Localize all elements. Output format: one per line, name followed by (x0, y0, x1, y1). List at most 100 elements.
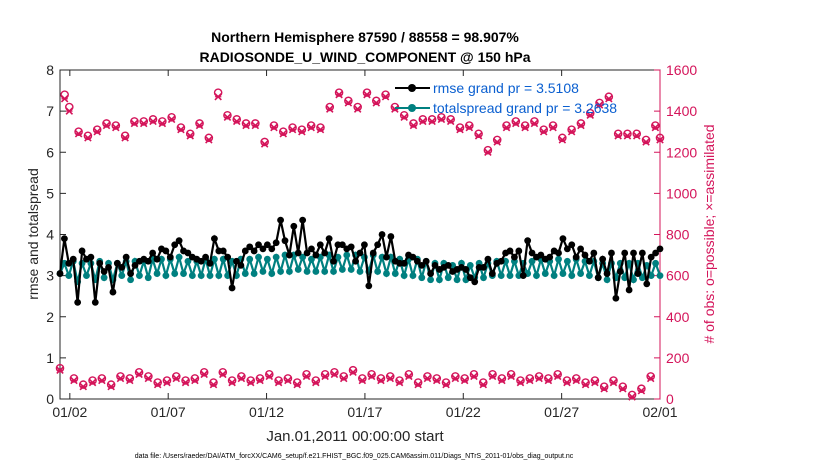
obs-assimilated-point (474, 132, 483, 140)
obs-assimilated-point (70, 376, 78, 385)
totalspread-point (118, 272, 126, 280)
obs-assimilated-point (460, 376, 469, 385)
obs-possible-point (106, 380, 116, 389)
rmse-point (466, 274, 474, 282)
rmse-point (281, 237, 289, 245)
rmse-point (462, 266, 470, 273)
rmse-point (206, 259, 214, 267)
x-tick-label: 01/22 (446, 404, 481, 420)
rmse-point (638, 249, 646, 257)
obs-possible-point (432, 374, 442, 383)
rmse-point (400, 259, 408, 267)
obs-possible-point (344, 96, 353, 106)
rmse-point (546, 253, 554, 261)
obs-possible-point (409, 119, 418, 128)
totalspread-point (294, 266, 302, 273)
x-tick-label: 01/02 (52, 404, 87, 420)
obs-possible-point (292, 378, 302, 387)
obs-possible-point (376, 374, 386, 383)
y-axis-right: 0 200 400 600 800 1000 1200 1400 1600 (654, 62, 697, 407)
obs-possible-point (562, 376, 572, 385)
obs-possible-point (446, 115, 455, 124)
rmse-point (127, 270, 134, 277)
rmse-point (590, 249, 598, 257)
obs-assimilated-point (219, 370, 227, 379)
obs-possible-point (185, 129, 195, 139)
obs-assimilated-point (284, 376, 292, 385)
obs-possible-point (92, 125, 102, 134)
totalspread-point (144, 274, 152, 282)
y-axis-left: 0 1 2 3 4 5 6 7 8 (46, 62, 66, 407)
totalspread-point (466, 261, 474, 269)
obs-possible-point (367, 370, 376, 379)
rmse-point (87, 253, 95, 261)
rmse-point (555, 249, 562, 257)
obs-assimilated-point (632, 132, 641, 140)
obs-possible-point (255, 374, 265, 383)
rmse-point (524, 237, 532, 245)
obs-possible-point (130, 117, 139, 126)
totalspread-point (175, 253, 183, 261)
legend-rmse-label: rmse grand pr = 3.5108 (433, 80, 579, 96)
obs-assimilated-point (363, 90, 371, 99)
totalspread-point (171, 270, 179, 277)
rmse-point (118, 264, 126, 271)
rmse-point (197, 257, 205, 265)
x-tick-label: 02/01 (642, 404, 677, 420)
obs-assimilated-point (316, 125, 325, 134)
rmse-point (65, 259, 73, 267)
rmse-point (361, 241, 368, 249)
x-tick-label: 01/27 (544, 404, 579, 420)
obs-assimilated-point (539, 127, 548, 136)
rmse-point (100, 268, 108, 275)
obs-possible-point (567, 125, 576, 134)
chart-title-line2: RADIOSONDE_U_WIND_COMPONENT @ 150 hPa (199, 49, 530, 65)
obs-assimilated-point (372, 99, 381, 107)
rmse-point (175, 237, 183, 245)
obs-possible-point (218, 367, 228, 377)
obs-assimilated-point (279, 129, 288, 138)
x-tick-label: 01/17 (347, 404, 382, 420)
obs-possible-point (516, 376, 525, 385)
obs-possible-point (158, 117, 167, 126)
rmse-point (74, 298, 82, 306)
rmse-point (409, 253, 417, 261)
obs-assimilated-point (530, 119, 539, 128)
rmse-point (228, 284, 236, 292)
totalspread-point (656, 272, 664, 280)
totalspread-point (638, 274, 646, 282)
obs-assimilated-point (93, 127, 101, 136)
obs-assimilated-point (102, 121, 111, 130)
obs-possible-point (576, 119, 586, 128)
obs-possible-point (544, 374, 553, 383)
obs-assimilated-point (260, 140, 269, 148)
obs-assimilated-point (335, 90, 343, 99)
obs-assimilated-point (107, 382, 115, 391)
rmse-point (586, 257, 593, 265)
y-left-tick-label: 4 (46, 227, 54, 243)
rmse-point (69, 255, 77, 263)
obs-assimilated-point (246, 378, 255, 387)
obs-assimilated-point (414, 380, 422, 389)
obs-assimilated-point (293, 380, 301, 389)
obs-assimilated-point (186, 132, 194, 140)
totalspread-point (453, 276, 461, 284)
rmse-point (153, 255, 161, 263)
rmse-point (263, 241, 271, 249)
rmse-point (484, 255, 492, 263)
totalspread-point (603, 276, 611, 284)
obs-assimilated-point (577, 121, 585, 130)
obs-possible-point (237, 372, 246, 381)
totalspread-point (418, 274, 426, 282)
rmse-point (237, 261, 245, 269)
x-axis-label: Jan.01,2011 00:00:00 start (266, 428, 444, 445)
totalspread-point (338, 266, 346, 273)
rmse-point (444, 261, 452, 269)
obs-possible-point (581, 378, 590, 387)
obs-possible-point (599, 382, 609, 391)
obs-assimilated-point (553, 372, 562, 381)
totalspread-point (533, 272, 540, 280)
obs-possible-point (102, 119, 111, 128)
rmse-point (608, 249, 615, 257)
